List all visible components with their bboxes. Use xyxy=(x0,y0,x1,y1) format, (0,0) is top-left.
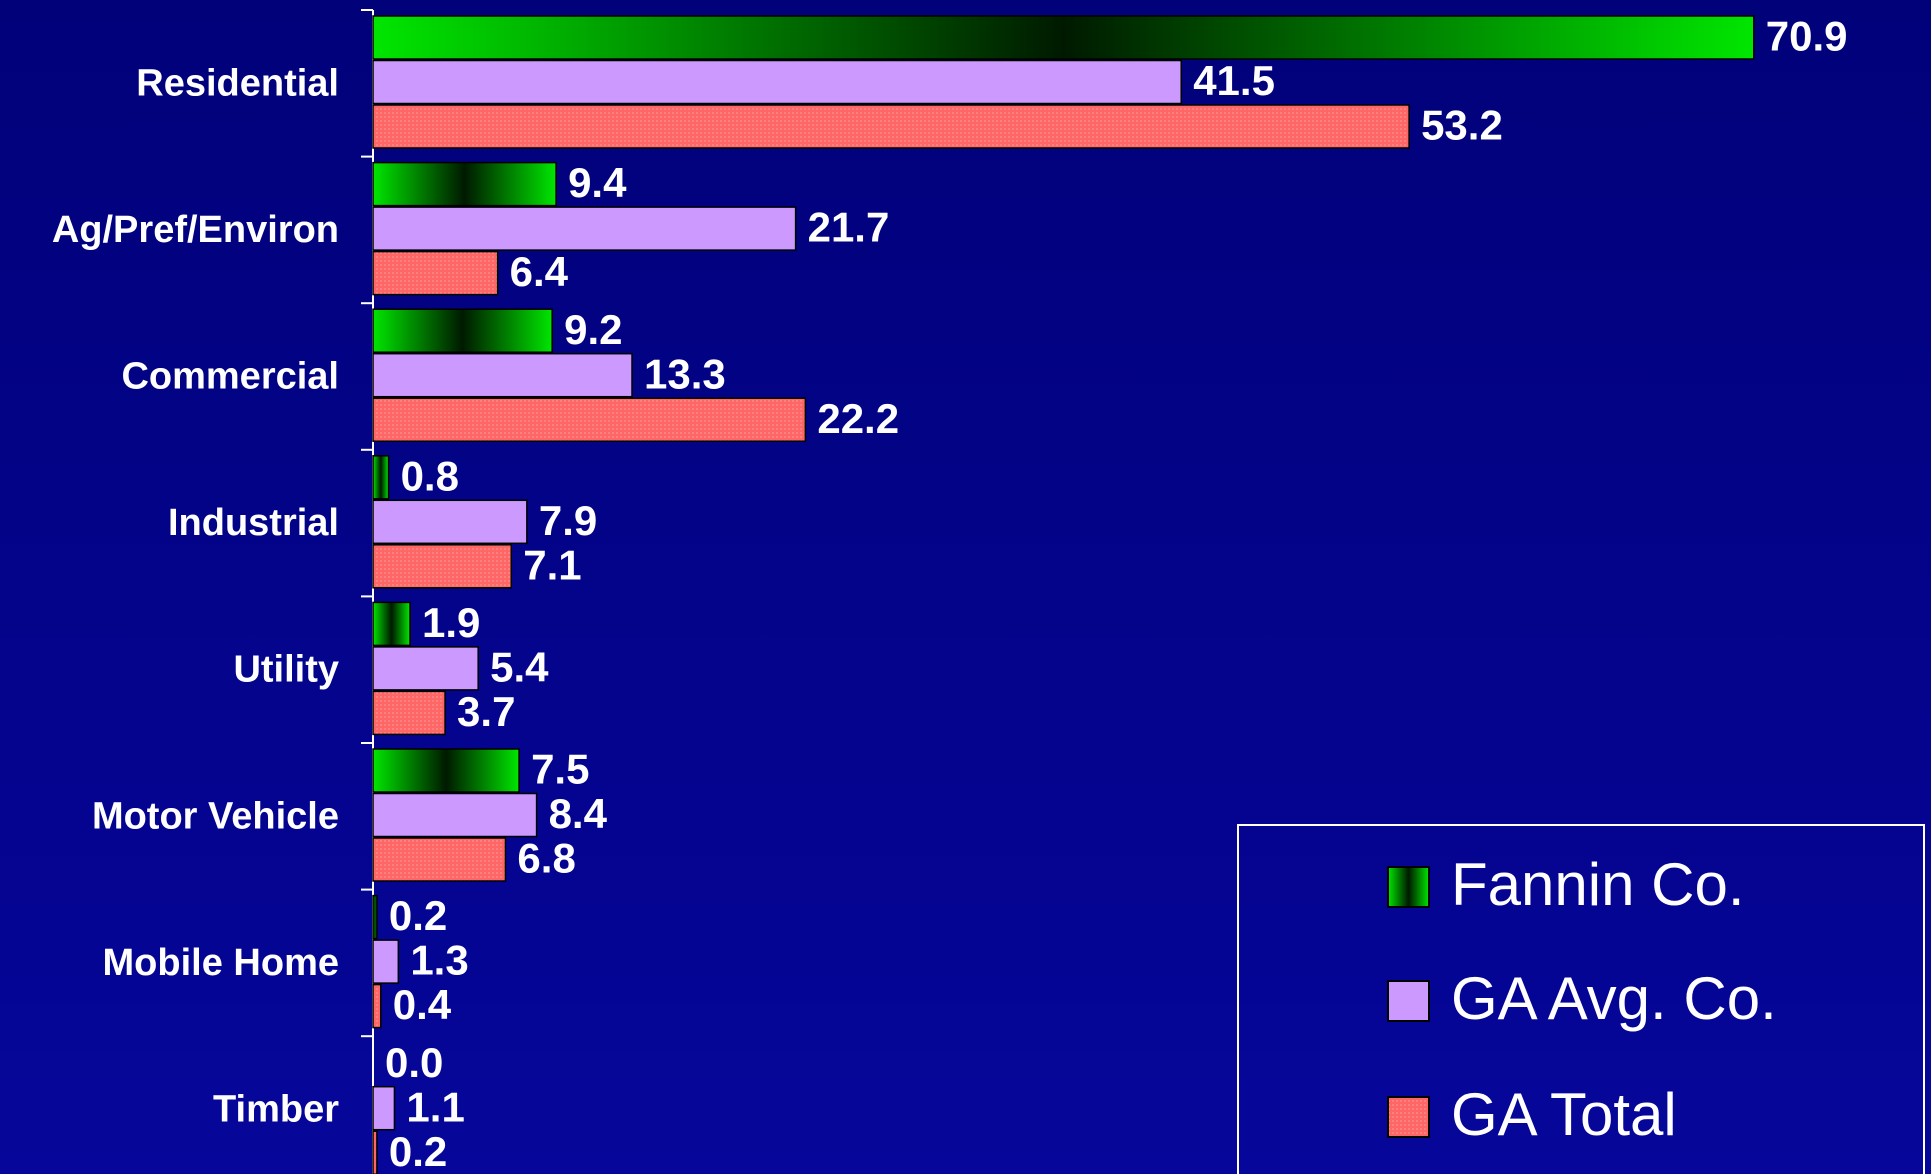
bar xyxy=(372,792,538,838)
bar xyxy=(372,544,513,589)
value-label: 6.8 xyxy=(517,835,575,882)
bar xyxy=(372,397,807,442)
value-label: 6.4 xyxy=(510,248,569,295)
category-label: Mobile Home xyxy=(103,942,339,984)
bar xyxy=(372,939,400,984)
bar xyxy=(372,601,411,647)
bar xyxy=(372,837,507,882)
category-label: Motor Vehicle xyxy=(92,795,339,837)
value-label: 1.1 xyxy=(406,1083,464,1130)
legend-swatch xyxy=(1387,980,1430,1022)
legend-box xyxy=(1237,824,1925,1174)
legend-label: GA Total xyxy=(1451,1081,1677,1148)
bar xyxy=(372,748,520,793)
bar xyxy=(372,690,446,736)
category-label: Utility xyxy=(233,649,339,691)
bar xyxy=(372,352,633,398)
bar xyxy=(372,308,553,353)
value-label: 0.0 xyxy=(385,1039,443,1086)
legend-swatch xyxy=(1387,866,1430,908)
value-label: 3.7 xyxy=(457,688,515,735)
bar xyxy=(372,250,499,296)
bar xyxy=(372,983,382,1029)
value-label: 1.3 xyxy=(410,937,468,984)
value-label: 0.2 xyxy=(389,892,447,939)
value-label: 9.4 xyxy=(568,159,627,206)
value-label: 53.2 xyxy=(1421,102,1503,149)
value-label: 13.3 xyxy=(644,350,726,397)
legend-label: Fannin Co. xyxy=(1451,851,1745,918)
bar xyxy=(372,1130,378,1174)
value-label: 8.4 xyxy=(549,790,608,837)
bar xyxy=(372,1085,396,1131)
value-label: 7.1 xyxy=(523,541,581,588)
bar xyxy=(372,499,528,545)
value-label: 7.5 xyxy=(531,746,589,793)
value-label: 7.9 xyxy=(539,497,597,544)
legend-swatch xyxy=(1387,1096,1430,1138)
bar xyxy=(372,15,1755,60)
value-label: 70.9 xyxy=(1766,13,1848,60)
bar xyxy=(372,894,378,940)
value-label: 41.5 xyxy=(1193,57,1275,104)
value-label: 21.7 xyxy=(808,204,890,251)
bar xyxy=(372,161,557,207)
bar xyxy=(372,646,479,691)
bar xyxy=(372,206,797,251)
value-label: 0.4 xyxy=(393,981,452,1028)
bar xyxy=(372,59,1182,105)
category-label: Commercial xyxy=(121,356,339,398)
category-label: Residential xyxy=(136,62,339,104)
category-label: Industrial xyxy=(168,502,339,544)
bar xyxy=(372,104,1410,149)
value-label: 5.4 xyxy=(490,643,549,690)
category-label: Ag/Pref/Environ xyxy=(52,209,339,251)
category-label: Timber xyxy=(213,1089,339,1131)
legend-label: GA Avg. Co. xyxy=(1451,965,1777,1032)
value-label: 22.2 xyxy=(817,395,899,442)
value-label: 9.2 xyxy=(564,306,622,353)
bar xyxy=(372,455,390,500)
value-label: 1.9 xyxy=(422,599,480,646)
value-label: 0.8 xyxy=(401,452,459,499)
value-label: 0.2 xyxy=(389,1128,447,1174)
